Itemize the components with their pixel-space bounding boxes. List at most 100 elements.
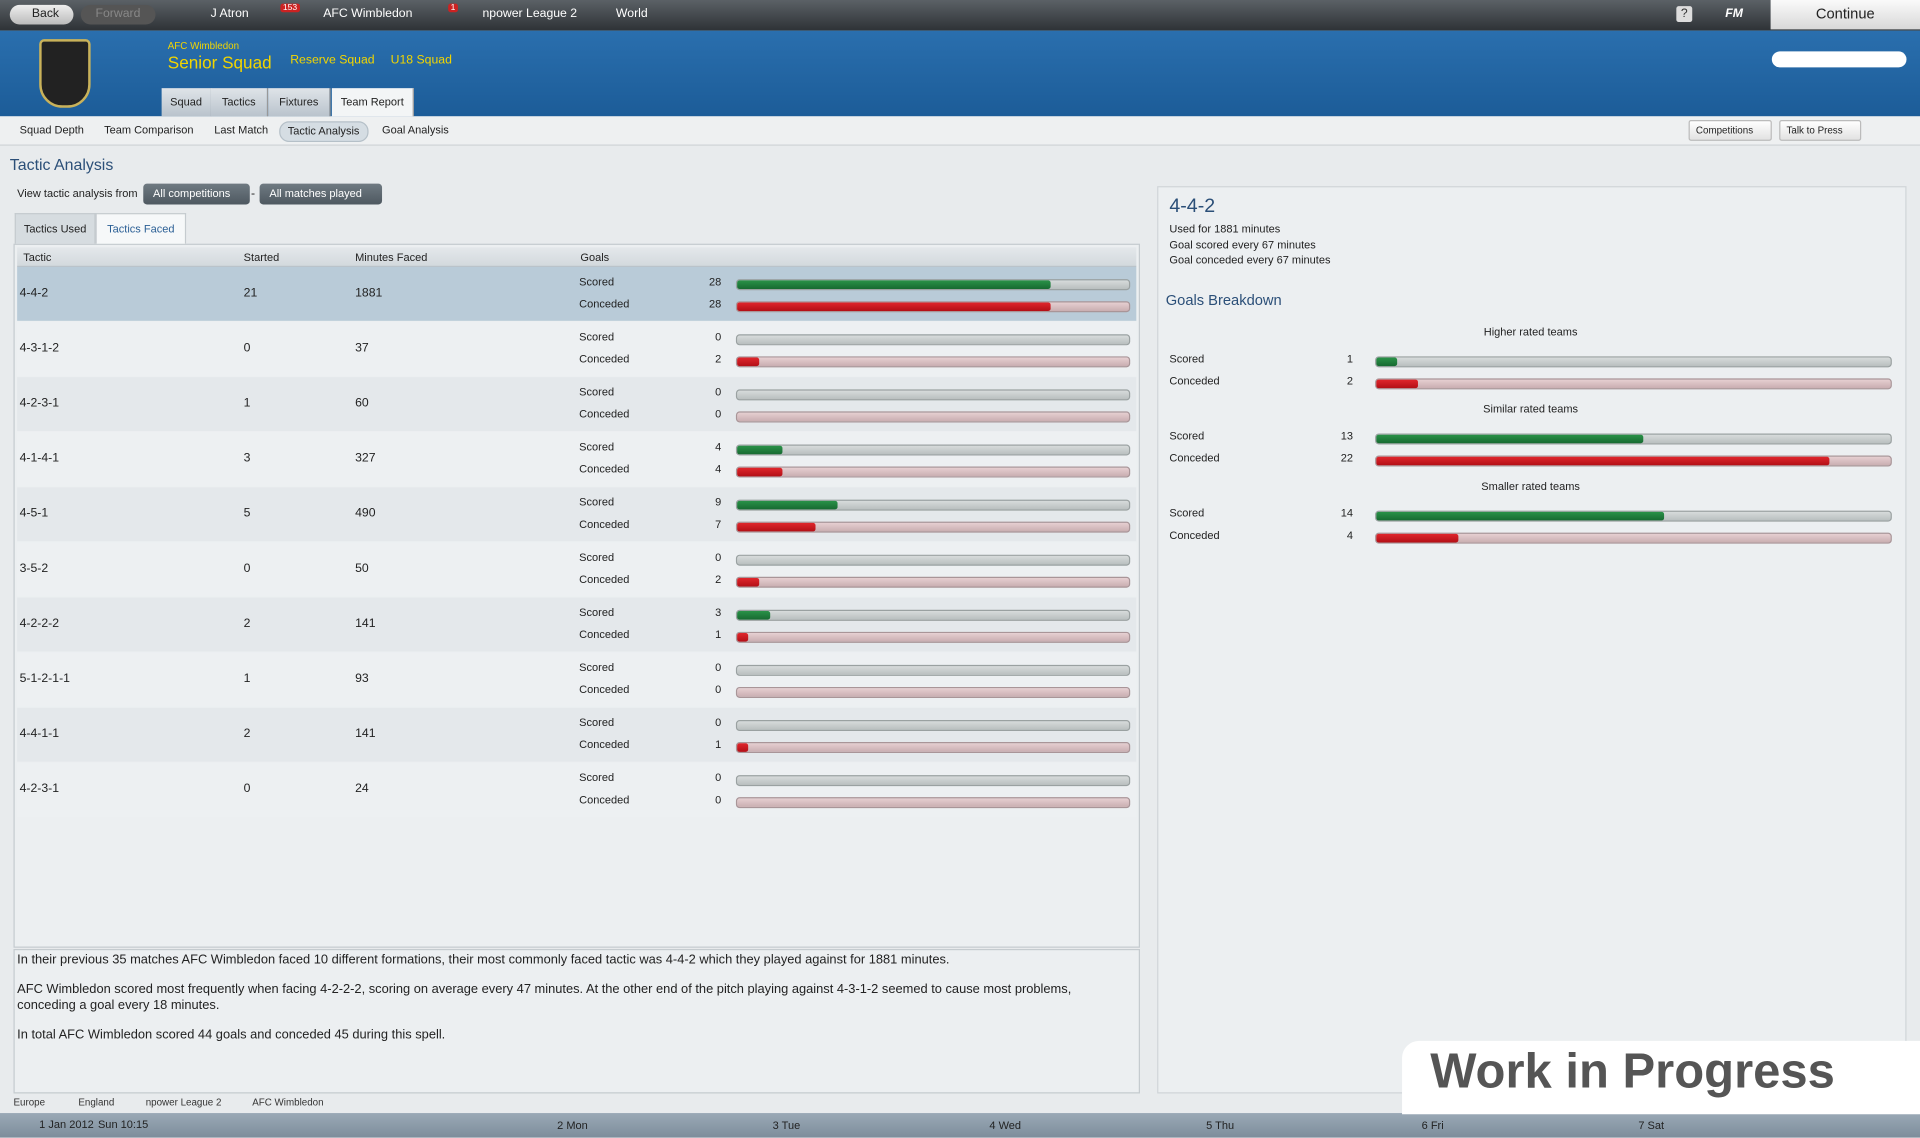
manager-menu[interactable]: J Atron: [210, 7, 249, 21]
conceded-label: Conceded: [579, 407, 630, 420]
conceded-label: Conceded: [579, 738, 630, 751]
minutes-faced: 24: [355, 782, 369, 796]
tactic-name: 4-3-1-2: [19, 341, 60, 356]
header-tab[interactable]: Fixtures: [268, 88, 331, 117]
table-row[interactable]: [17, 432, 1137, 487]
scored-label: Scored: [579, 716, 615, 729]
breakdown-title: Goals Breakdown: [1165, 291, 1282, 309]
bar-track: [735, 334, 1131, 346]
subnav-item[interactable]: Team Comparison: [104, 123, 194, 136]
conceded-value: 1: [715, 738, 722, 751]
minutes-faced: 37: [355, 341, 369, 356]
summary-box: [13, 948, 1141, 1094]
table-row[interactable]: [17, 762, 1137, 817]
table-row[interactable]: [17, 487, 1137, 542]
calendar-day[interactable]: 5 Thu: [1206, 1119, 1235, 1132]
tactic-name: 4-2-3-1: [19, 396, 60, 411]
calendar-day[interactable]: 6 Fri: [1421, 1119, 1444, 1132]
bar-track: [735, 356, 1131, 368]
scored-label: Scored: [579, 330, 615, 343]
table-row[interactable]: [17, 377, 1137, 432]
filter-matches[interactable]: All matches played: [259, 183, 382, 205]
minutes-faced: 327: [355, 451, 376, 466]
scored-value: 9: [715, 495, 722, 509]
conceded-value: 2: [715, 573, 722, 586]
conceded-bar: [737, 577, 760, 587]
subnav-item[interactable]: Last Match: [214, 123, 269, 136]
conceded-bar: [1376, 379, 1418, 389]
breadcrumb[interactable]: npower League 2: [145, 1097, 222, 1109]
table-row[interactable]: [17, 597, 1137, 652]
tactic-name: 4-5-1: [19, 506, 49, 521]
back-button[interactable]: Back: [9, 4, 74, 25]
scored-label: Scored: [1169, 506, 1205, 520]
forward-button[interactable]: Forward: [80, 4, 156, 25]
summary-text: AFC Wimbledon scored most frequently whe…: [17, 982, 1072, 1013]
column-header: Tactic: [23, 251, 52, 264]
league-menu[interactable]: npower League 2: [482, 7, 578, 21]
started: 5: [243, 506, 251, 521]
table-row[interactable]: [17, 322, 1137, 376]
world-menu[interactable]: World: [615, 7, 648, 21]
detail-line: Goal conceded every 67 minutes: [1169, 253, 1331, 266]
subnav-item[interactable]: Squad Depth: [19, 123, 84, 136]
scored-value: 1: [1346, 352, 1354, 365]
breadcrumb[interactable]: AFC Wimbledon: [252, 1097, 324, 1109]
conceded-label: Conceded: [579, 297, 630, 310]
calendar-day[interactable]: 4 Wed: [989, 1119, 1022, 1132]
scored-value: 13: [1340, 429, 1354, 443]
table-row[interactable]: [17, 266, 1137, 321]
conceded-label: Conceded: [1169, 528, 1220, 542]
club-menu[interactable]: AFC Wimbledon: [323, 7, 413, 21]
table-row[interactable]: [17, 652, 1137, 707]
subnav-item[interactable]: Goal Analysis: [382, 123, 449, 136]
scored-bar: [1376, 434, 1644, 444]
detail-line: Goal scored every 67 minutes: [1169, 238, 1316, 251]
filter-competition[interactable]: All competitions: [143, 183, 250, 205]
view-tab[interactable]: Tactics Used: [14, 213, 96, 244]
conceded-label: Conceded: [579, 573, 630, 586]
bar-track: [1375, 455, 1892, 467]
bar-track: [735, 444, 1131, 456]
help-button[interactable]: ?: [1676, 6, 1693, 23]
started: 0: [243, 782, 251, 796]
calendar-day[interactable]: 7 Sat: [1638, 1119, 1665, 1132]
calendar-date: 1 Jan 2012: [39, 1117, 94, 1131]
header-tab[interactable]: Tactics: [210, 88, 269, 117]
summary-text: In their previous 35 matches AFC Wimbled…: [17, 952, 950, 968]
bar-track: [735, 797, 1131, 809]
subnav-button[interactable]: Talk to Press: [1779, 120, 1861, 141]
breadcrumb[interactable]: England: [78, 1097, 115, 1109]
conceded-value: 28: [708, 297, 722, 310]
conceded-value: 22: [1340, 451, 1354, 465]
fm-menu[interactable]: FM: [1725, 7, 1744, 21]
detail-title: 4-4-2: [1169, 195, 1216, 217]
minutes-faced: 50: [355, 562, 369, 576]
bar-track: [735, 631, 1131, 643]
squad-tab[interactable]: Reserve Squad: [290, 53, 375, 68]
bar-track: [1375, 356, 1892, 368]
continue-button[interactable]: Continue: [1770, 0, 1920, 30]
scored-label: Scored: [579, 275, 615, 288]
tactic-name: 4-4-2: [19, 286, 49, 300]
view-tab[interactable]: Tactics Faced: [95, 213, 187, 244]
bar-track: [735, 609, 1131, 621]
breadcrumb[interactable]: Europe: [13, 1097, 46, 1109]
subnav-item[interactable]: Tactic Analysis: [279, 121, 368, 143]
calendar-day[interactable]: 3 Tue: [772, 1119, 801, 1132]
header-tab[interactable]: Squad: [161, 88, 212, 117]
conceded-label: Conceded: [1169, 374, 1220, 387]
subnav-button[interactable]: Competitions: [1688, 120, 1772, 141]
search-box[interactable]: [1771, 51, 1907, 68]
column-header: Goals: [580, 251, 610, 264]
scored-label: Scored: [579, 440, 615, 454]
conceded-value: 4: [1346, 528, 1354, 542]
calendar-day[interactable]: 2 Mon: [557, 1119, 588, 1132]
squad-tab[interactable]: U18 Squad: [390, 53, 452, 68]
page-title: Tactic Analysis: [9, 155, 114, 174]
table-row[interactable]: [17, 542, 1137, 597]
table-row[interactable]: [17, 707, 1137, 762]
squad-tab[interactable]: Senior Squad: [167, 52, 272, 73]
header-tab[interactable]: Team Report: [331, 88, 414, 117]
